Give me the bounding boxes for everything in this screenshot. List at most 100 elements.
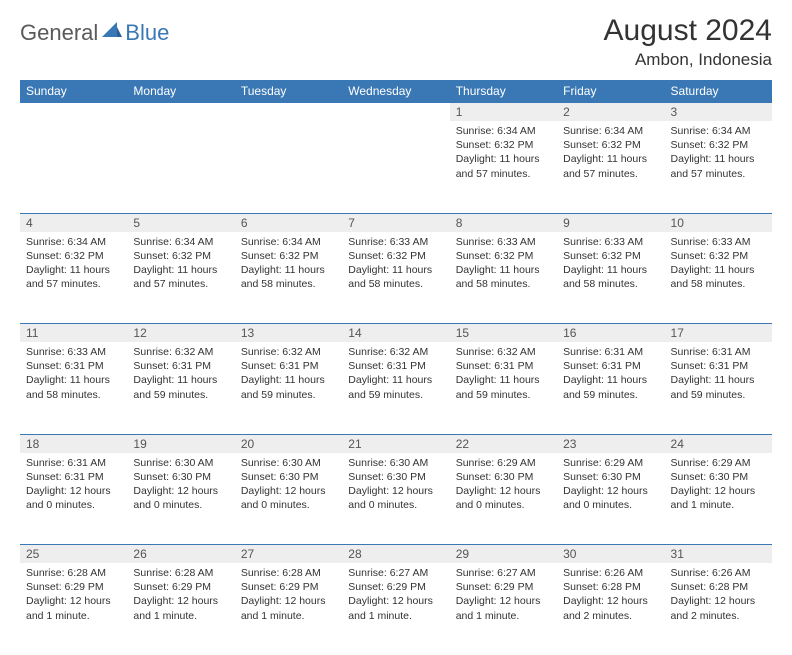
- day-number-cell: 16: [557, 324, 664, 343]
- day-cell: Sunrise: 6:31 AMSunset: 6:31 PMDaylight:…: [557, 342, 664, 434]
- sunrise-text: Sunrise: 6:33 AM: [348, 235, 443, 249]
- day-number-cell: [20, 103, 127, 122]
- day-cell: Sunrise: 6:28 AMSunset: 6:29 PMDaylight:…: [235, 563, 342, 655]
- daylight-text: and 58 minutes.: [241, 277, 336, 291]
- day-detail: Sunrise: 6:34 AMSunset: 6:32 PMDaylight:…: [127, 232, 234, 296]
- day-number-cell: 1: [450, 103, 557, 122]
- day-cell: Sunrise: 6:34 AMSunset: 6:32 PMDaylight:…: [127, 232, 234, 324]
- logo-sail-icon: [102, 22, 122, 45]
- day-number-cell: 14: [342, 324, 449, 343]
- day-header: Sunday: [20, 80, 127, 103]
- day-cell: Sunrise: 6:28 AMSunset: 6:29 PMDaylight:…: [20, 563, 127, 655]
- daylight-text: Daylight: 11 hours: [348, 373, 443, 387]
- sunrise-text: Sunrise: 6:31 AM: [26, 456, 121, 470]
- day-cell: Sunrise: 6:30 AMSunset: 6:30 PMDaylight:…: [235, 453, 342, 545]
- sunrise-text: Sunrise: 6:28 AM: [241, 566, 336, 580]
- week-body-row: Sunrise: 6:28 AMSunset: 6:29 PMDaylight:…: [20, 563, 772, 655]
- week-daynum-row: 45678910: [20, 213, 772, 232]
- daylight-text: and 58 minutes.: [348, 277, 443, 291]
- sunset-text: Sunset: 6:29 PM: [348, 580, 443, 594]
- sunset-text: Sunset: 6:31 PM: [133, 359, 228, 373]
- day-detail: Sunrise: 6:33 AMSunset: 6:32 PMDaylight:…: [665, 232, 772, 296]
- daylight-text: Daylight: 11 hours: [563, 263, 658, 277]
- daylight-text: and 1 minute.: [133, 609, 228, 623]
- day-cell: Sunrise: 6:34 AMSunset: 6:32 PMDaylight:…: [235, 232, 342, 324]
- day-number-cell: 12: [127, 324, 234, 343]
- day-detail: Sunrise: 6:27 AMSunset: 6:29 PMDaylight:…: [342, 563, 449, 627]
- daylight-text: Daylight: 12 hours: [563, 594, 658, 608]
- day-detail: Sunrise: 6:33 AMSunset: 6:31 PMDaylight:…: [20, 342, 127, 406]
- sunrise-text: Sunrise: 6:34 AM: [456, 124, 551, 138]
- logo: General Blue: [20, 20, 169, 46]
- day-cell: Sunrise: 6:32 AMSunset: 6:31 PMDaylight:…: [235, 342, 342, 434]
- sunset-text: Sunset: 6:31 PM: [26, 470, 121, 484]
- daylight-text: and 0 minutes.: [26, 498, 121, 512]
- day-detail: Sunrise: 6:32 AMSunset: 6:31 PMDaylight:…: [235, 342, 342, 406]
- sunset-text: Sunset: 6:32 PM: [563, 138, 658, 152]
- sunrise-text: Sunrise: 6:33 AM: [456, 235, 551, 249]
- sunset-text: Sunset: 6:28 PM: [671, 580, 766, 594]
- daylight-text: Daylight: 11 hours: [671, 263, 766, 277]
- day-number-cell: 28: [342, 545, 449, 564]
- sunset-text: Sunset: 6:32 PM: [133, 249, 228, 263]
- day-cell: Sunrise: 6:33 AMSunset: 6:32 PMDaylight:…: [557, 232, 664, 324]
- sunset-text: Sunset: 6:29 PM: [456, 580, 551, 594]
- daylight-text: Daylight: 11 hours: [671, 152, 766, 166]
- day-number-cell: 29: [450, 545, 557, 564]
- day-detail: Sunrise: 6:34 AMSunset: 6:32 PMDaylight:…: [557, 121, 664, 185]
- day-number-cell: 23: [557, 434, 664, 453]
- day-detail: Sunrise: 6:29 AMSunset: 6:30 PMDaylight:…: [450, 453, 557, 517]
- daylight-text: and 1 minute.: [241, 609, 336, 623]
- day-detail: Sunrise: 6:33 AMSunset: 6:32 PMDaylight:…: [450, 232, 557, 296]
- sunrise-text: Sunrise: 6:32 AM: [456, 345, 551, 359]
- sunset-text: Sunset: 6:29 PM: [133, 580, 228, 594]
- day-number-cell: 9: [557, 213, 664, 232]
- sunrise-text: Sunrise: 6:33 AM: [671, 235, 766, 249]
- day-detail: Sunrise: 6:26 AMSunset: 6:28 PMDaylight:…: [557, 563, 664, 627]
- day-cell: Sunrise: 6:29 AMSunset: 6:30 PMDaylight:…: [665, 453, 772, 545]
- day-header: Saturday: [665, 80, 772, 103]
- week-daynum-row: 18192021222324: [20, 434, 772, 453]
- sunrise-text: Sunrise: 6:26 AM: [563, 566, 658, 580]
- day-cell: Sunrise: 6:26 AMSunset: 6:28 PMDaylight:…: [557, 563, 664, 655]
- sunrise-text: Sunrise: 6:27 AM: [348, 566, 443, 580]
- sunrise-text: Sunrise: 6:34 AM: [563, 124, 658, 138]
- daylight-text: Daylight: 11 hours: [26, 263, 121, 277]
- day-header: Monday: [127, 80, 234, 103]
- week-daynum-row: 123: [20, 103, 772, 122]
- sunset-text: Sunset: 6:32 PM: [241, 249, 336, 263]
- day-cell: Sunrise: 6:33 AMSunset: 6:32 PMDaylight:…: [665, 232, 772, 324]
- day-cell: Sunrise: 6:27 AMSunset: 6:29 PMDaylight:…: [342, 563, 449, 655]
- sunset-text: Sunset: 6:32 PM: [563, 249, 658, 263]
- sunrise-text: Sunrise: 6:30 AM: [241, 456, 336, 470]
- daylight-text: and 1 minute.: [26, 609, 121, 623]
- month-title: August 2024: [604, 14, 772, 48]
- day-header: Friday: [557, 80, 664, 103]
- daylight-text: Daylight: 11 hours: [133, 263, 228, 277]
- day-number-cell: 18: [20, 434, 127, 453]
- week-daynum-row: 11121314151617: [20, 324, 772, 343]
- day-cell: Sunrise: 6:30 AMSunset: 6:30 PMDaylight:…: [342, 453, 449, 545]
- sunset-text: Sunset: 6:28 PM: [563, 580, 658, 594]
- day-number-cell: 22: [450, 434, 557, 453]
- day-cell: [127, 121, 234, 213]
- day-cell: Sunrise: 6:26 AMSunset: 6:28 PMDaylight:…: [665, 563, 772, 655]
- day-number-cell: 4: [20, 213, 127, 232]
- calendar-table: Sunday Monday Tuesday Wednesday Thursday…: [20, 80, 772, 655]
- daylight-text: and 59 minutes.: [671, 388, 766, 402]
- day-detail: Sunrise: 6:30 AMSunset: 6:30 PMDaylight:…: [342, 453, 449, 517]
- day-cell: Sunrise: 6:31 AMSunset: 6:31 PMDaylight:…: [20, 453, 127, 545]
- daylight-text: and 57 minutes.: [563, 167, 658, 181]
- sunset-text: Sunset: 6:32 PM: [348, 249, 443, 263]
- sunrise-text: Sunrise: 6:28 AM: [26, 566, 121, 580]
- sunrise-text: Sunrise: 6:29 AM: [671, 456, 766, 470]
- day-detail: Sunrise: 6:27 AMSunset: 6:29 PMDaylight:…: [450, 563, 557, 627]
- daylight-text: Daylight: 12 hours: [26, 484, 121, 498]
- sunrise-text: Sunrise: 6:27 AM: [456, 566, 551, 580]
- sunrise-text: Sunrise: 6:28 AM: [133, 566, 228, 580]
- daylight-text: Daylight: 12 hours: [133, 594, 228, 608]
- day-number-cell: 6: [235, 213, 342, 232]
- daylight-text: and 59 minutes.: [456, 388, 551, 402]
- logo-text-blue: Blue: [125, 20, 169, 46]
- daylight-text: and 2 minutes.: [563, 609, 658, 623]
